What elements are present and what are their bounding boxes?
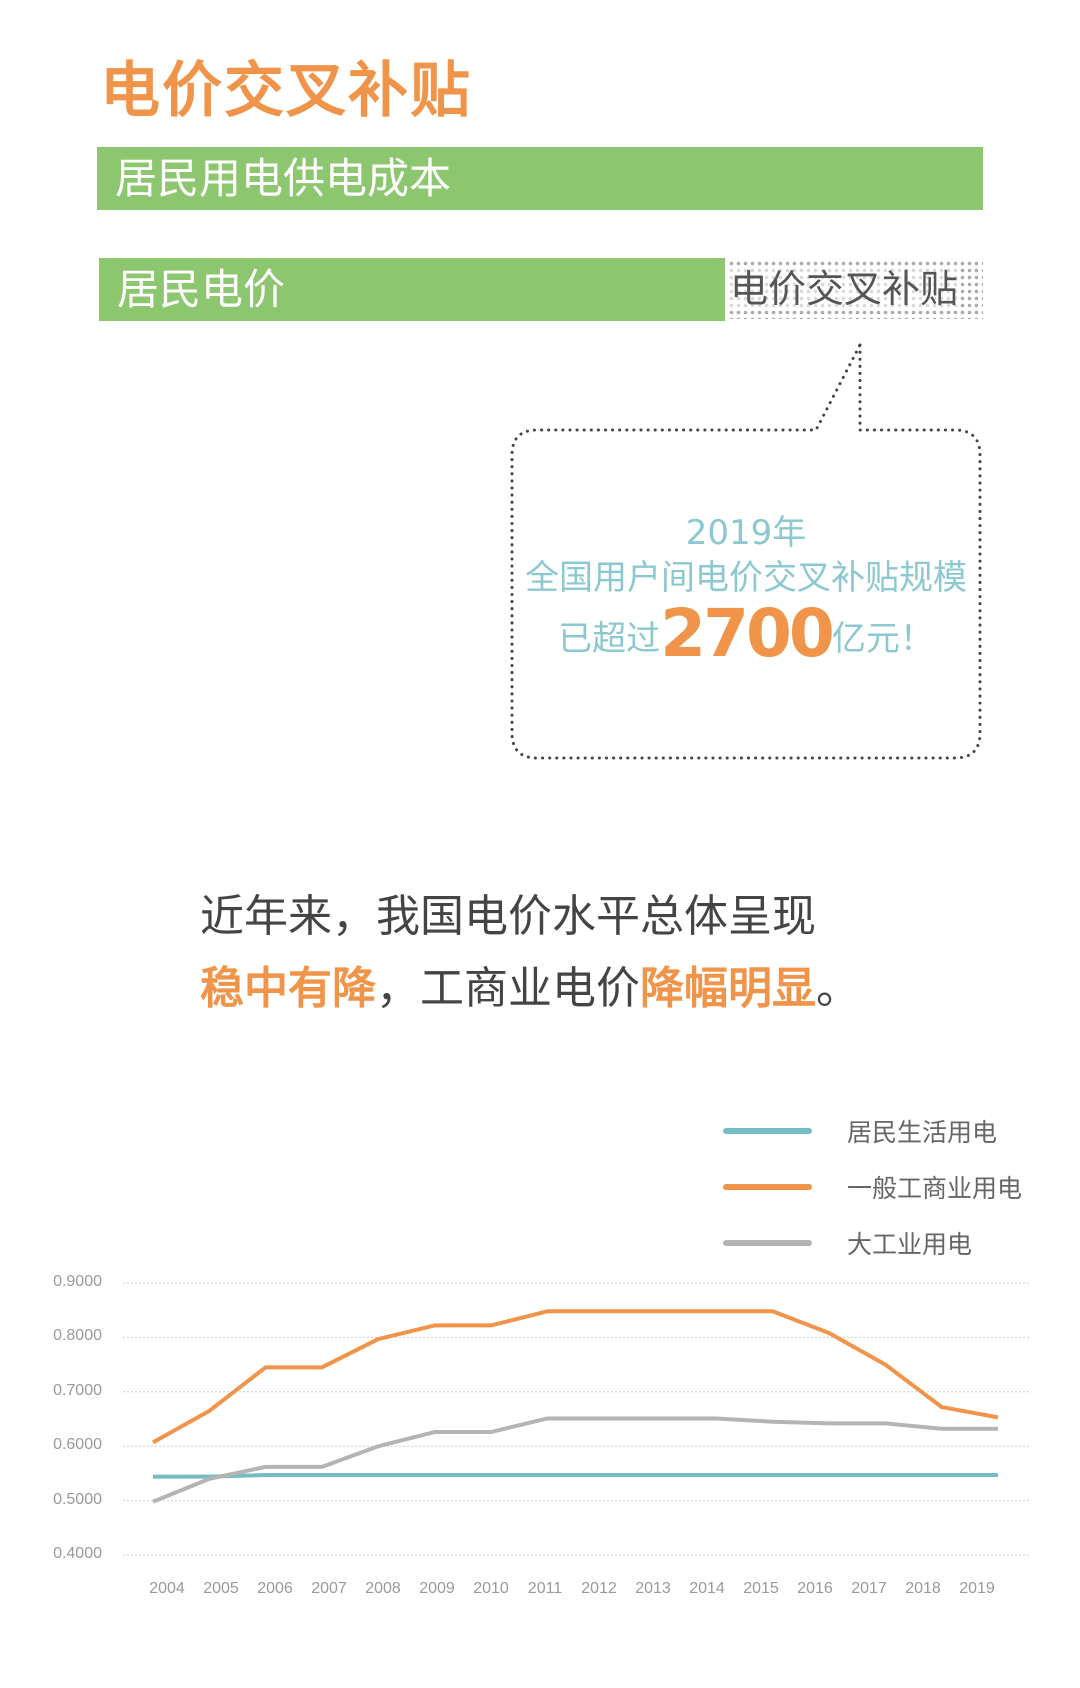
supply-cost-bar: 居民用电供电成本 — [97, 147, 983, 210]
y-tick-label: 0.6000 — [53, 1436, 102, 1454]
summary-line-1: 近年来，我国电价水平总体呈现 — [200, 891, 816, 942]
series-line-2 — [152, 1416, 998, 1504]
x-tick-label: 2014 — [689, 1580, 725, 1597]
y-tick-label: 0.5000 — [53, 1490, 102, 1508]
x-tick-label: 2010 — [473, 1580, 509, 1597]
x-tick-label: 2008 — [365, 1580, 401, 1597]
x-tick-label: 2005 — [203, 1580, 239, 1597]
cross-subsidy-segment: 电价交叉补贴 — [728, 260, 983, 319]
callout-bubble — [510, 344, 982, 760]
residential-price-bar: 居民电价 — [99, 258, 725, 321]
summary-mid: ，工商业电价 — [376, 963, 640, 1014]
y-tick-label: 0.9000 — [53, 1273, 102, 1290]
legend-residential: 居民生活用电 — [847, 1118, 998, 1147]
x-tick-label: 2016 — [797, 1580, 833, 1597]
legend-swatch-industrial — [723, 1240, 812, 1246]
x-tick-label: 2015 — [743, 1580, 779, 1597]
legend-swatch-residential — [723, 1128, 812, 1134]
series-line-0 — [153, 1473, 998, 1479]
callout-subject: 全国用户间电价交叉补贴规模 — [525, 558, 967, 598]
summary-end: 。 — [816, 963, 860, 1014]
x-tick-label: 2009 — [419, 1580, 455, 1597]
callout-year: 2019年 — [685, 513, 807, 553]
x-tick-label: 2006 — [257, 1580, 293, 1597]
x-tick-label: 2019 — [959, 1580, 995, 1597]
y-tick-label: 0.7000 — [53, 1381, 102, 1399]
callout-amount: 2700 — [660, 595, 835, 672]
x-tick-label: 2011 — [527, 1580, 563, 1597]
callout-prefix: 已超过 — [558, 619, 661, 659]
callout-suffix: 亿元！ — [831, 619, 934, 659]
x-tick-label: 2013 — [635, 1580, 671, 1597]
x-tick-label: 2018 — [905, 1580, 941, 1597]
legend-industrial: 大工业用电 — [847, 1230, 973, 1259]
y-tick-label: 0.4000 — [53, 1545, 102, 1562]
x-tick-label: 2004 — [149, 1580, 185, 1597]
cross-subsidy-label: 电价交叉补贴 — [730, 267, 959, 311]
y-tick-label: 0.8000 — [53, 1327, 102, 1345]
summary-line-2: 稳中有降，工商业电价降幅明显。 — [200, 952, 860, 1016]
highlight-decline: 降幅明显 — [640, 963, 816, 1014]
x-tick-label: 2012 — [581, 1580, 617, 1597]
highlight-stable: 稳中有降 — [200, 963, 376, 1014]
legend-swatch-commercial — [723, 1184, 812, 1190]
x-tick-label: 2017 — [851, 1580, 887, 1597]
callout-amount-line: 已超过2700亿元！ — [512, 595, 980, 672]
page-title: 电价交叉补贴 — [100, 56, 472, 126]
series-line-1 — [152, 1309, 999, 1445]
legend-commercial: 一般工商业用电 — [847, 1174, 1023, 1203]
x-tick-label: 2007 — [311, 1580, 347, 1597]
